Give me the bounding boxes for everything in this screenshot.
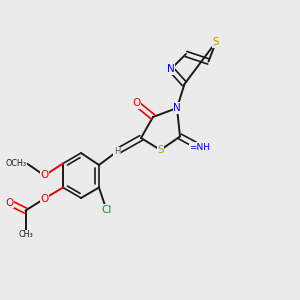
Text: N: N bbox=[173, 103, 181, 113]
Text: O: O bbox=[132, 98, 141, 109]
Text: O: O bbox=[40, 194, 49, 204]
Text: O: O bbox=[40, 170, 49, 181]
Text: CH₃: CH₃ bbox=[18, 230, 33, 239]
Text: Cl: Cl bbox=[101, 205, 112, 215]
Text: H: H bbox=[114, 147, 120, 156]
Text: S: S bbox=[213, 37, 219, 47]
Text: N: N bbox=[167, 64, 175, 74]
Text: =NH: =NH bbox=[189, 142, 210, 152]
Text: OCH₃: OCH₃ bbox=[6, 159, 27, 168]
Text: S: S bbox=[157, 145, 164, 155]
Text: O: O bbox=[5, 197, 13, 208]
